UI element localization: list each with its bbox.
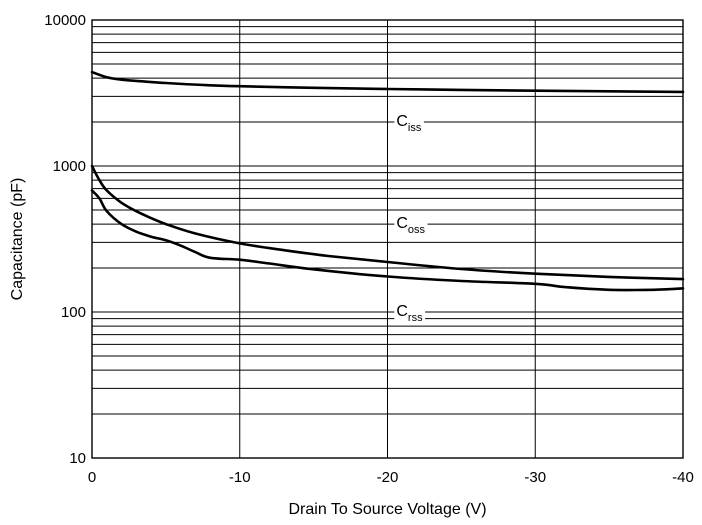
- series-label-coss: Coss: [396, 215, 425, 236]
- plot-frame: [91, 19, 684, 459]
- series-layer: [90, 70, 685, 292]
- x-tick-label: -10: [229, 469, 251, 486]
- series-label-ciss: Ciss: [396, 113, 422, 134]
- axis-layer: [91, 19, 684, 459]
- y-axis-title: Capacitance (pF): [9, 178, 26, 301]
- y-tick-label: 10000: [44, 12, 86, 29]
- tick-label-layer: 0 -10 -20 -30 -40 10 100 1000 10000: [44, 12, 694, 486]
- x-tick-label: -40: [672, 469, 694, 486]
- series-line-crss: [90, 189, 685, 292]
- series-label-layer: Ciss Coss Crss: [394, 112, 428, 325]
- y-tick-label: 10: [69, 450, 86, 467]
- y-tick-label: 100: [61, 304, 86, 321]
- series-label-bg: [394, 302, 426, 325]
- grid-layer: [91, 19, 684, 459]
- x-axis-title: Drain To Source Voltage (V): [288, 501, 486, 518]
- series-line-coss: [90, 164, 685, 281]
- series-line-ciss: [90, 70, 685, 94]
- x-tick-label: 0: [88, 469, 96, 486]
- series-label-bg: [394, 214, 428, 238]
- x-tick-label: -30: [524, 469, 546, 486]
- series-label-bg: [394, 112, 424, 136]
- series-label-crss: Crss: [396, 303, 423, 324]
- y-tick-label: 1000: [53, 158, 86, 175]
- x-tick-label: -20: [377, 469, 399, 486]
